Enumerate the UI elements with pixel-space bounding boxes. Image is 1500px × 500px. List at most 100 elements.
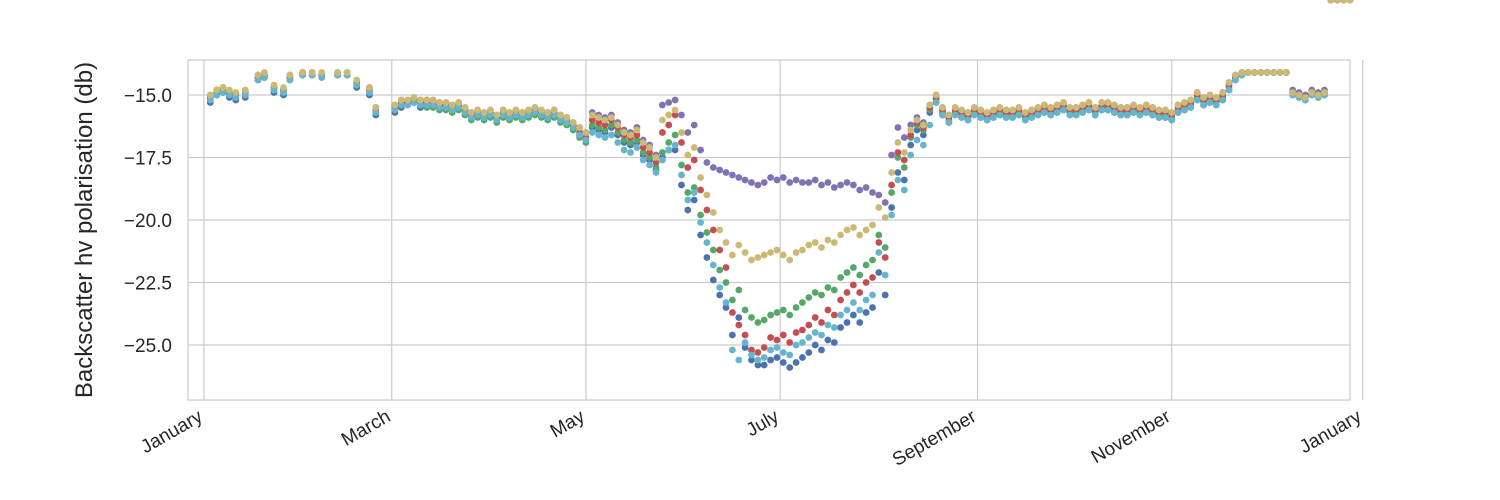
data-point: [1123, 104, 1131, 111]
data-point: [588, 111, 596, 119]
data-point: [436, 104, 443, 111]
data-point: [869, 304, 876, 311]
data-point: [1041, 109, 1048, 116]
data-point: [1041, 101, 1048, 109]
data-point: [748, 356, 755, 364]
data-point: [799, 299, 806, 306]
data-point: [423, 96, 431, 104]
data-point: [824, 336, 832, 344]
data-point: [1111, 109, 1118, 116]
data-point: [1162, 114, 1169, 121]
data-point: [286, 71, 294, 79]
data-point: [920, 121, 927, 129]
data-point: [1117, 104, 1125, 111]
data-point: [741, 331, 749, 339]
data-point: [652, 169, 660, 176]
data-point: [729, 309, 736, 316]
data-point: [709, 226, 717, 234]
data-point: [429, 96, 437, 104]
data-point: [760, 344, 768, 351]
data-point: [1130, 101, 1137, 109]
x-tick-label: January: [137, 406, 206, 458]
data-point: [448, 106, 456, 114]
data-point: [837, 324, 844, 331]
data-point: [455, 104, 462, 111]
data-point: [900, 134, 908, 141]
data-point: [843, 319, 851, 326]
data-point: [697, 211, 704, 219]
data-point: [397, 101, 405, 109]
data-point: [646, 149, 653, 156]
data-point: [563, 119, 571, 126]
data-point: [716, 266, 724, 274]
data-point: [665, 139, 673, 146]
data-point: [684, 129, 692, 136]
data-point: [951, 111, 959, 119]
data-point: [716, 166, 724, 174]
data-point: [881, 199, 889, 206]
data-point: [913, 126, 921, 134]
data-point: [913, 136, 921, 144]
data-point: [1079, 101, 1086, 109]
data-point: [595, 119, 603, 126]
data-point: [741, 306, 749, 314]
data-point: [633, 144, 641, 151]
data-point: [1130, 109, 1137, 116]
data-point: [608, 131, 615, 139]
data-point: [659, 116, 666, 124]
data-point: [684, 151, 692, 159]
data-point: [1104, 106, 1112, 114]
data-point: [280, 84, 287, 91]
data-point: [1091, 104, 1099, 111]
data-point: [856, 319, 864, 326]
data-point: [429, 101, 437, 109]
data-point: [907, 121, 915, 129]
data-point: [270, 86, 278, 94]
x-tick-label: March: [338, 406, 394, 451]
data-point: [748, 256, 755, 264]
data-point: [1155, 114, 1163, 121]
data-point: [830, 311, 838, 319]
data-point: [735, 174, 743, 181]
data-point: [748, 351, 755, 359]
data-point: [639, 144, 647, 151]
data-point: [1098, 106, 1106, 114]
data-point: [1034, 104, 1042, 111]
data-point: [799, 179, 806, 186]
data-point: [875, 204, 883, 211]
data-point: [748, 346, 755, 354]
data-point: [1136, 111, 1144, 119]
data-point: [1181, 99, 1188, 106]
data-point: [850, 281, 857, 289]
data-point: [487, 106, 494, 114]
data-point: [1295, 91, 1303, 99]
data-point: [480, 114, 488, 121]
data-point: [818, 291, 825, 299]
data-point: [729, 331, 736, 339]
data-point: [754, 254, 762, 261]
data-point: [538, 106, 545, 114]
data-point: [709, 209, 717, 216]
data-point: [843, 226, 851, 234]
data-point: [1263, 69, 1271, 76]
data-point: [1002, 106, 1010, 114]
plot-frame: [187, 59, 1351, 401]
data-point: [1232, 76, 1239, 84]
data-point: [1212, 94, 1220, 101]
data-point: [588, 129, 596, 136]
data-point: [1193, 96, 1201, 104]
data-point: [512, 111, 520, 119]
data-point: [1104, 99, 1112, 106]
data-point: [690, 121, 698, 129]
data-point: [678, 139, 685, 146]
data-point: [1072, 111, 1080, 119]
data-point: [881, 244, 889, 251]
data-point: [544, 109, 552, 116]
data-point: [1091, 111, 1099, 119]
data-point: [850, 299, 857, 306]
data-point: [824, 179, 832, 186]
data-point: [627, 149, 634, 156]
data-point: [1238, 69, 1246, 76]
data-point: [286, 76, 294, 84]
x-tick-label: January: [1296, 406, 1365, 458]
